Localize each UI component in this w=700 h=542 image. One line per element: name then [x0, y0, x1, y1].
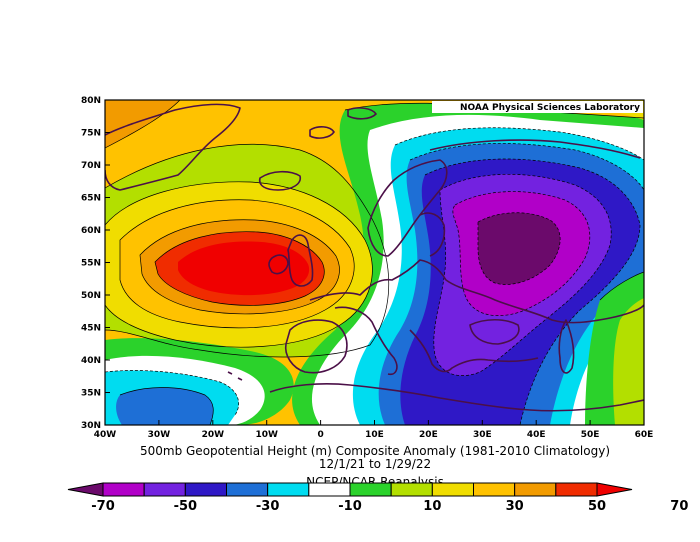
colorbar-swatch [308, 482, 351, 497]
lat-label: 80N [81, 96, 101, 106]
colorbar-swatch [349, 482, 392, 497]
lon-label: 40W [94, 430, 117, 440]
lat-label: 55N [81, 259, 101, 269]
field-band-m70 [478, 212, 561, 285]
lon-label: 20W [202, 430, 225, 440]
lon-label: 60E [635, 430, 654, 440]
field-sw-band-m20 [116, 387, 214, 425]
colorbar-swatch [473, 482, 516, 497]
colorbar-tick-label: -10 [338, 499, 362, 514]
coastlines [105, 101, 644, 412]
lat-label: 45N [81, 324, 101, 334]
colorbar-swatch [102, 482, 145, 497]
lat-label: 60N [81, 226, 101, 236]
lat-label: 65N [81, 194, 101, 204]
credit-label: NOAA Physical Sciences Laboratory [460, 103, 640, 113]
lon-label: 40E [527, 430, 546, 440]
colorbar-tick-label: 50 [588, 499, 606, 514]
lon-label: 0 [317, 430, 323, 440]
colorbar-tick-label: 30 [506, 499, 524, 514]
lat-label: 35N [81, 389, 101, 399]
lat-label: 40N [81, 356, 101, 366]
colorbar-swatch [267, 482, 310, 497]
lon-label: 30W [148, 430, 171, 440]
colorbar-swatch [555, 482, 598, 497]
colorbar-tick-label: 10 [423, 499, 441, 514]
lon-label: 50E [581, 430, 600, 440]
colorbar: -70 -50 -30 -10 10 30 50 70 [67, 482, 688, 514]
colorbar-max-arrow [596, 482, 633, 497]
colorbar-swatch [390, 482, 433, 497]
lat-label: 70N [81, 161, 101, 171]
colorbar-tick-label: -50 [174, 499, 198, 514]
colorbar-tick-label: -70 [91, 499, 115, 514]
contour-lines [105, 100, 644, 425]
map-date-range: 12/1/21 to 1/29/22 [319, 457, 431, 471]
credit-box [432, 101, 643, 113]
colorbar-swatch [184, 482, 227, 497]
colorbar-tick-label: 70 [670, 499, 688, 514]
colorbar-tick-label: -30 [256, 499, 280, 514]
lon-label: 10W [255, 430, 278, 440]
colorbar-swatch [143, 482, 186, 497]
lon-label: 10E [365, 430, 384, 440]
map-panel: NOAA Physical Sciences Laboratory [105, 100, 644, 425]
longitude-labels: 40W 30W 20W 10W 0 10E 20E 30E 40E 50E 60E [94, 420, 654, 440]
field-nw-corner [105, 100, 180, 148]
colorbar-swatch [226, 482, 269, 497]
lat-label: 75N [81, 129, 101, 139]
map-title: 500mb Geopotential Height (m) Composite … [140, 444, 610, 458]
lon-label: 20E [419, 430, 438, 440]
colorbar-swatch [431, 482, 475, 497]
lat-label: 50N [81, 291, 101, 301]
latitude-labels: 80N 75N 70N 65N 60N 55N 50N 45N 40N 35N 30N [81, 96, 110, 431]
lat-label: 30N [81, 421, 101, 431]
field-se-band-30 [613, 298, 644, 425]
colorbar-swatch [514, 482, 557, 497]
colorbar-min-arrow [67, 482, 104, 497]
lon-label: 30E [473, 430, 492, 440]
